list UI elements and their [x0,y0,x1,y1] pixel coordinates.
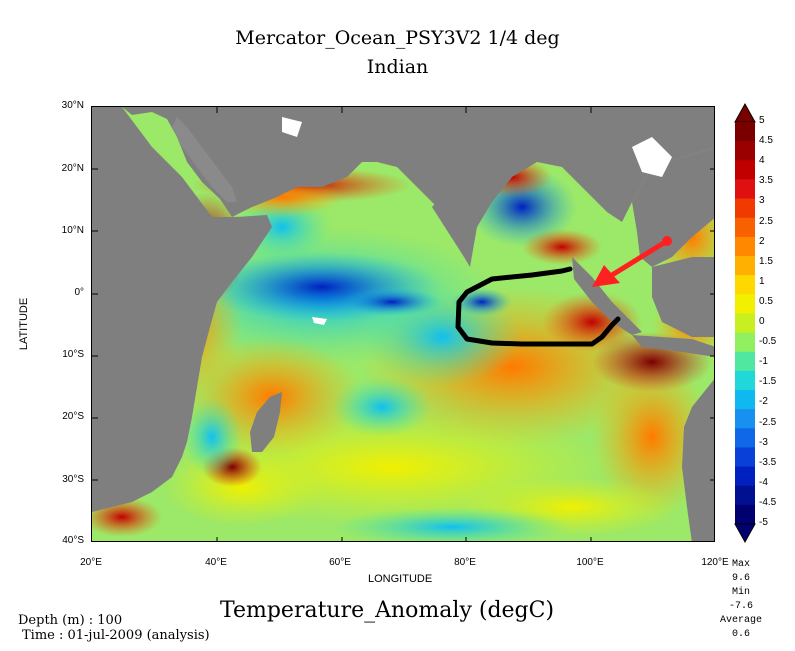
colorbar-cell [735,370,755,391]
colorbar-cell [735,122,755,142]
colorbar-cell [735,256,755,276]
colorbar-label: 0.5 [759,295,773,307]
stat-avg-value: 0.6 [731,629,750,640]
colorbar-label: -2 [759,396,768,408]
colorbar-label: -4.5 [759,496,777,508]
lat-tick: 0° [74,287,84,298]
colorbar-cell [735,179,755,200]
stats-panel: Max 9.6 Min -7.6 Average 0.6 [718,558,764,642]
colorbar-label: 5 [759,115,765,126]
region-title: Indian [366,56,429,78]
lon-tick: 120°E [701,557,729,568]
colorbar-cell [735,390,755,410]
colorbar-label: -2.5 [759,416,777,428]
colorbar-label: 1.5 [759,255,773,267]
colorbar-label: -3.5 [759,456,777,468]
lon-tick: 80°E [454,557,476,568]
lat-tick: 20°N [61,163,84,174]
colorbar-cell [735,351,755,372]
colorbar-label: 2 [759,235,765,247]
colorbar-label: 4 [759,155,765,167]
variable-name: Temperature_Anomaly (degC) [220,598,555,623]
latitude-axis-label: LATITUDE [18,297,31,351]
lat-tick: 10°S [62,349,84,360]
colorbar-label: -1 [759,356,768,368]
colorbar-cell [735,294,755,314]
colorbar-cell [735,466,755,487]
lat-tick: 40°S [62,535,84,546]
lon-tick: 20°E [80,557,102,568]
colorbar-bottom-arrow [734,523,756,544]
colorbar-cell [735,198,755,219]
colorbar-label: 0 [759,316,765,327]
colorbar-label: -1.5 [759,376,777,388]
colorbar-label: -3 [759,436,768,448]
colorbar-cell [735,160,755,180]
colorbar-label: 4.5 [759,135,773,147]
lon-tick: 60°E [329,557,351,568]
land-masses [92,107,714,541]
colorbar-label: -4 [759,476,768,488]
lat-tick: 30°N [61,100,84,111]
colorbar-cell [735,409,755,429]
colorbar-cell [735,485,755,506]
stat-min-label: Min [731,587,750,598]
lat-tick: 10°N [61,225,84,236]
colorbar-label: -0.5 [759,336,777,348]
longitude-axis-label: LONGITUDE [368,573,433,585]
lon-tick: 100°E [576,557,604,568]
colorbar-label: 1 [759,275,765,287]
temperature-anomaly-map [91,106,715,542]
colorbar-cell [735,428,755,448]
colorbar-cell [735,313,755,334]
map-svg [92,107,714,541]
annotation-arrow [592,236,672,287]
time-label: Time : 01-jul-2009 (analysis) [22,628,210,643]
colorbar-label: 2.5 [759,215,773,227]
colorbar-cell [735,504,755,525]
map-ticks [92,107,714,541]
colorbar-label: -5 [759,517,768,528]
colorbar-cell [735,217,755,238]
stat-max-label: Max [731,559,750,570]
stat-min-value: -7.6 [728,601,753,612]
lon-tick: 40°E [205,557,227,568]
colorbar-label: 3.5 [759,175,773,187]
colorbar-cell [735,141,755,161]
lat-tick: 20°S [62,411,84,422]
colorbar [734,102,756,544]
colorbar-cell [735,447,755,468]
nodata-patches [282,117,672,325]
colorbar-label: 3 [759,195,765,207]
depth-label: Depth (m) : 100 [18,613,123,628]
colorbar-top-arrow [734,102,756,123]
stat-max-value: 9.6 [731,573,750,584]
lat-tick: 30°S [62,474,84,485]
colorbar-cells [734,102,756,544]
colorbar-cell [735,275,755,295]
colorbar-cell [735,236,755,257]
annotation-loop [455,266,621,347]
map-title: Mercator_Ocean_PSY3V2 1/4 deg [235,27,560,49]
colorbar-cell [735,332,755,353]
stat-avg-label: Average [719,615,762,626]
anomaly-field [92,157,714,541]
